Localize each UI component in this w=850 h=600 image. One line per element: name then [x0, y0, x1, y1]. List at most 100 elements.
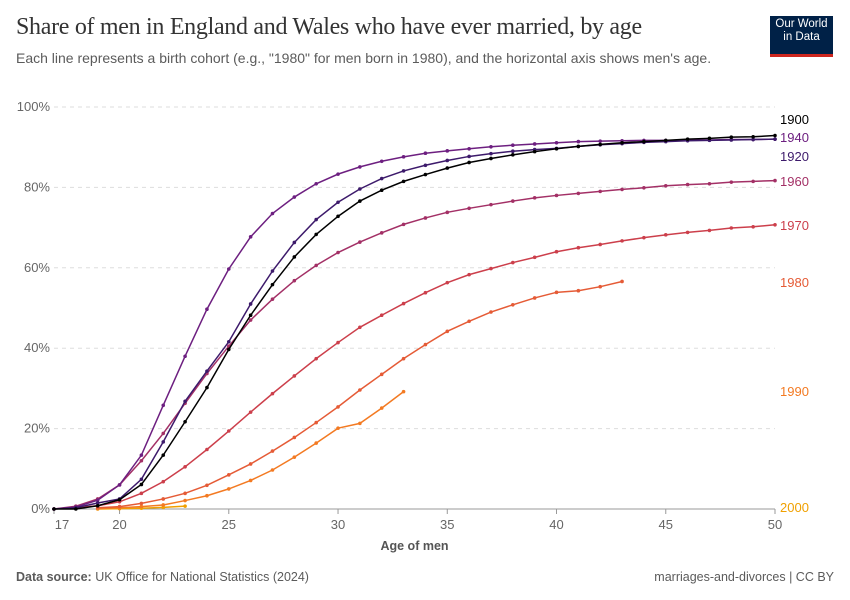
series-label-1940: 1940: [780, 130, 809, 145]
data-point-1900: [554, 147, 559, 151]
data-point-1900: [358, 199, 362, 203]
data-point-1960: [489, 202, 493, 207]
data-point-1980: [554, 290, 559, 295]
data-point-1970: [532, 255, 537, 260]
data-point-1970: [511, 260, 515, 265]
data-point-1920: [336, 200, 340, 205]
data-point-1920: [423, 163, 428, 168]
data-point-1970: [707, 228, 712, 233]
owid-logo[interactable]: Our World in Data: [770, 16, 833, 57]
data-point-1980: [358, 388, 362, 392]
x-tick-label: 30: [331, 517, 345, 532]
data-point-1970: [642, 235, 646, 240]
data-point-1920: [379, 176, 384, 181]
data-point-1940: [379, 159, 384, 164]
data-point-1970: [620, 239, 624, 243]
data-point-1900: [336, 214, 340, 219]
data-point-1980: [620, 279, 624, 284]
logo-line-1: Our World: [775, 18, 828, 30]
logo-line-2: in Data: [783, 31, 820, 43]
data-point-1960: [751, 179, 755, 184]
data-point-1900: [685, 137, 690, 141]
data-point-1900: [95, 503, 100, 508]
data-point-1900: [52, 507, 56, 511]
data-point-1900: [117, 497, 122, 502]
data-point-1940: [336, 172, 340, 176]
x-tick-label: 25: [222, 517, 236, 532]
y-tick-label: 80%: [24, 179, 50, 194]
data-point-1920: [729, 138, 734, 142]
data-point-1940: [139, 453, 144, 457]
x-tick-label: 40: [549, 517, 563, 532]
data-point-1920: [773, 137, 777, 141]
data-point-1990: [226, 487, 231, 491]
data-point-1900: [729, 135, 734, 139]
data-point-1900: [620, 140, 624, 145]
data-point-1900: [467, 160, 471, 165]
data-point-1920: [205, 369, 209, 373]
data-point-1960: [423, 216, 428, 220]
data-point-1900: [379, 188, 384, 193]
series-line-1980: [97, 280, 623, 509]
data-point-1900: [598, 142, 603, 147]
data-source-label: Data source:: [16, 570, 92, 584]
x-tick-label: 20: [112, 517, 126, 532]
data-point-1990: [161, 503, 166, 507]
series-line-1970: [53, 224, 776, 510]
data-point-1970: [663, 233, 668, 237]
data-point-1940: [183, 354, 187, 359]
data-point-1970: [226, 429, 231, 433]
data-point-1900: [205, 385, 209, 390]
y-tick-label: 100%: [17, 99, 51, 114]
data-point-1900: [292, 255, 297, 259]
data-point-1970: [729, 226, 734, 230]
data-point-1900: [489, 156, 493, 161]
data-source-value[interactable]: UK Office for National Statistics (2024): [95, 570, 309, 584]
series-label-1960: 1960: [780, 174, 809, 189]
data-point-1980: [270, 449, 275, 453]
data-point-1940: [598, 139, 603, 143]
data-point-1960: [642, 186, 646, 190]
data-point-1990: [183, 498, 187, 503]
data-point-1990: [379, 406, 384, 410]
data-point-1960: [707, 181, 712, 186]
series-label-1990: 1990: [780, 384, 809, 399]
data-point-1900: [74, 507, 78, 511]
y-tick-label: 20%: [24, 421, 50, 436]
data-point-1940: [117, 483, 122, 487]
data-point-1960: [620, 187, 624, 192]
data-point-1960: [729, 180, 734, 184]
data-point-1970: [205, 447, 209, 452]
data-point-1980: [292, 435, 297, 440]
data-point-1990: [314, 441, 318, 445]
data-point-1940: [576, 139, 581, 144]
data-point-1970: [292, 374, 297, 378]
data-point-1980: [117, 504, 122, 509]
data-point-1970: [445, 280, 450, 285]
series-label-1980: 1980: [780, 275, 809, 290]
data-point-1970: [314, 356, 318, 361]
data-point-1940: [532, 142, 537, 146]
data-point-1990: [139, 504, 144, 509]
data-point-1970: [139, 491, 144, 496]
data-point-1900: [532, 149, 537, 154]
data-point-1970: [751, 224, 755, 229]
data-point-1970: [489, 266, 493, 271]
data-point-1920: [751, 137, 755, 142]
data-point-1900: [401, 179, 406, 184]
data-point-1960: [336, 250, 340, 255]
x-tick-label: 45: [659, 517, 673, 532]
data-point-1940: [511, 143, 515, 147]
footer-topic-license[interactable]: marriages-and-divorces | CC BY: [654, 570, 834, 584]
data-point-1900: [642, 139, 646, 144]
data-point-1940: [554, 140, 559, 145]
data-point-1940: [161, 403, 166, 408]
series-line-1940: [53, 138, 776, 510]
data-point-1970: [467, 272, 471, 277]
data-point-1940: [270, 211, 275, 216]
data-point-1900: [707, 136, 712, 141]
data-point-1920: [401, 169, 406, 173]
data-point-1990: [292, 455, 297, 459]
series-line-1960: [53, 179, 776, 510]
data-point-1980: [401, 356, 406, 361]
